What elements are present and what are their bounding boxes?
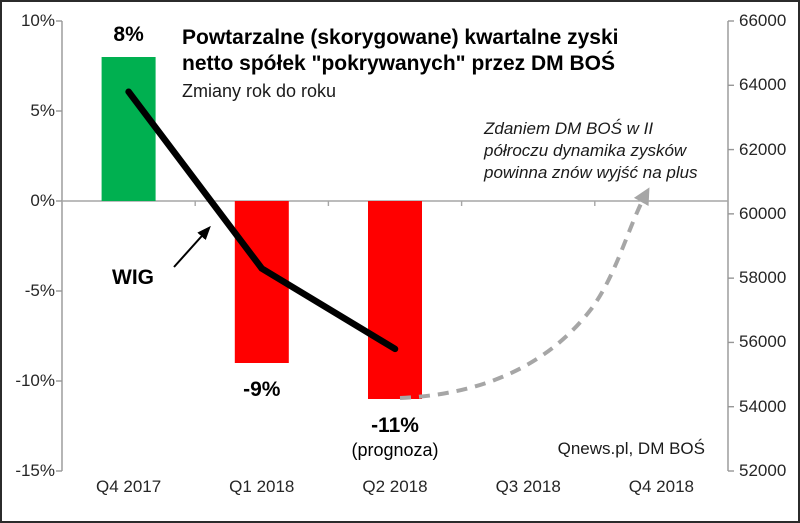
bar-q2-2018 <box>368 201 422 399</box>
chart-title-line2: netto spółek "pokrywanych" przez DM BOŚ <box>182 52 615 75</box>
x-axis-category-label: Q3 2018 <box>495 477 561 496</box>
line-series-layer <box>125 88 399 353</box>
left-axis-tick-label: 0% <box>30 191 55 210</box>
x-axis-category-label: Q2 2018 <box>362 477 428 496</box>
right-axis-tick-label: 60000 <box>739 203 787 223</box>
bar-forecast-note: (prognoza) <box>351 440 439 460</box>
x-axis-category-label: Q4 2018 <box>628 477 694 496</box>
right-axis-tick-label: 54000 <box>739 396 787 416</box>
bar-value-label: 8% <box>59 23 199 47</box>
forecast-note-line: półroczu dynamika zysków <box>484 141 687 160</box>
wig-pointer-arrow <box>173 225 211 268</box>
right-axis-tick-label: 58000 <box>739 268 787 288</box>
chart-title-line1: Powtarzalne (skorygowane) kwartalne zysk… <box>182 26 619 49</box>
forecast-note-line: powinna znów wyjść na plus <box>484 163 698 182</box>
bar-value-label: -9% <box>192 378 332 402</box>
right-axis-tick-label: 56000 <box>739 332 787 352</box>
right-axis-tick-label: 64000 <box>739 75 787 95</box>
right-axis-tick-label: 62000 <box>739 139 787 159</box>
source-credit: Qnews.pl, DM BOŚ <box>557 439 705 458</box>
x-axis-category-label: Q4 2017 <box>95 477 162 496</box>
bar-value-label: -11% (prognoza) <box>325 414 465 462</box>
left-axis-tick-label: -10% <box>15 371 55 390</box>
wig-series-label: WIG <box>112 266 154 289</box>
x-axis-category-label: Q1 2018 <box>229 477 295 496</box>
bar-value-text: -11% <box>371 414 419 437</box>
forecast-note-line: Zdaniem DM BOŚ w II <box>484 119 654 138</box>
right-axis-tick-label: 66000 <box>739 11 787 30</box>
annotation-arrows-layer <box>173 187 650 400</box>
chart-subtitle: Zmiany rok do roku <box>182 81 337 101</box>
right-axis-tick-label: 52000 <box>739 461 787 480</box>
wig-line <box>125 88 399 353</box>
left-axis-tick-label: -5% <box>24 281 55 300</box>
bar-value-text: 8% <box>113 23 144 46</box>
left-axis-tick-label: 10% <box>20 11 55 30</box>
bar-q4-2017 <box>101 57 156 201</box>
forecast-note: Zdaniem DM BOŚ w II półroczu dynamika zys… <box>484 118 698 184</box>
bars-layer <box>101 57 422 399</box>
projection-dashed-arrow <box>399 187 650 400</box>
bar-value-text: -9% <box>243 378 281 401</box>
left-axis-tick-label: 5% <box>30 101 55 120</box>
left-axis-tick-label: -15% <box>15 461 55 480</box>
